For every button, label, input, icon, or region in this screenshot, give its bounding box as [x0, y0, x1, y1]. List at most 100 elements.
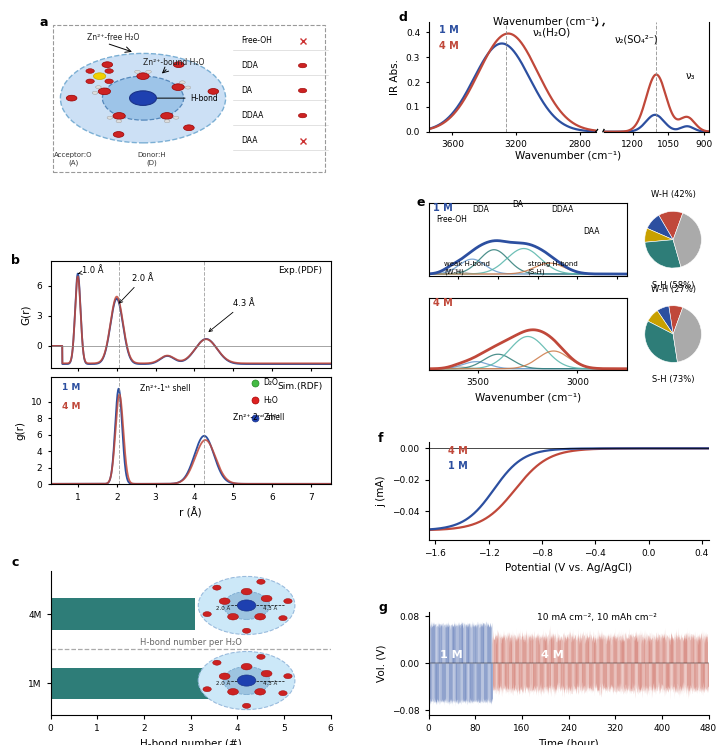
Circle shape — [86, 79, 94, 83]
Text: Free-OH: Free-OH — [437, 215, 467, 224]
Circle shape — [98, 88, 111, 95]
Circle shape — [299, 63, 307, 68]
Circle shape — [114, 132, 124, 137]
Wedge shape — [657, 306, 673, 334]
Text: 4 M: 4 M — [61, 402, 80, 411]
Circle shape — [93, 92, 98, 95]
Y-axis label: Vol. (V): Vol. (V) — [377, 644, 386, 682]
Wedge shape — [645, 240, 681, 268]
Y-axis label: g(r): g(r) — [15, 421, 25, 440]
Wedge shape — [659, 212, 683, 240]
Text: 4 M: 4 M — [541, 650, 563, 660]
Circle shape — [299, 88, 307, 93]
Bar — [51, 668, 270, 700]
Circle shape — [61, 54, 226, 143]
Circle shape — [86, 69, 94, 73]
Circle shape — [107, 116, 113, 119]
Text: g: g — [378, 601, 387, 614]
Circle shape — [102, 62, 113, 68]
Text: 1.0 Å: 1.0 Å — [79, 266, 103, 275]
Circle shape — [172, 83, 184, 90]
Text: Exp.(PDF): Exp.(PDF) — [278, 266, 322, 275]
Circle shape — [95, 86, 101, 89]
Text: S-H (73%): S-H (73%) — [652, 375, 694, 384]
Circle shape — [179, 81, 185, 84]
FancyBboxPatch shape — [634, 288, 714, 380]
Text: DDA: DDA — [472, 205, 489, 214]
Wedge shape — [673, 213, 701, 267]
FancyBboxPatch shape — [634, 194, 714, 286]
Text: H-bond: H-bond — [147, 94, 218, 103]
Circle shape — [164, 120, 170, 123]
X-axis label: Wavenumber (cm⁻¹): Wavenumber (cm⁻¹) — [475, 393, 581, 402]
Wedge shape — [647, 215, 673, 240]
Text: weak H-bond
(W-H): weak H-bond (W-H) — [445, 261, 490, 275]
Text: Zn²⁺-1ˢᵗ shell: Zn²⁺-1ˢᵗ shell — [140, 384, 191, 393]
Text: DDAA: DDAA — [552, 205, 574, 214]
Text: 1 M: 1 M — [439, 25, 458, 35]
Text: H₂O: H₂O — [263, 396, 278, 405]
Circle shape — [174, 116, 179, 119]
Text: 4 M: 4 M — [432, 299, 453, 308]
Text: Sim.(RDF): Sim.(RDF) — [277, 382, 322, 391]
Text: DA: DA — [512, 200, 523, 209]
Circle shape — [105, 69, 114, 73]
Text: c: c — [12, 557, 19, 569]
Wedge shape — [645, 229, 673, 242]
Text: Zn²⁺-free H₂O: Zn²⁺-free H₂O — [87, 33, 140, 42]
Text: 4 M: 4 M — [448, 446, 468, 456]
Text: DAA: DAA — [583, 227, 600, 236]
Text: Acceptor:O
(A): Acceptor:O (A) — [54, 152, 93, 165]
Circle shape — [184, 125, 194, 130]
Text: 1 M: 1 M — [432, 203, 453, 212]
Text: d: d — [398, 11, 407, 25]
X-axis label: Time (hour): Time (hour) — [538, 739, 599, 745]
Text: DDAA: DDAA — [241, 111, 263, 120]
Text: strong H-bond
(S-H): strong H-bond (S-H) — [528, 261, 578, 275]
Text: b: b — [12, 254, 20, 267]
Text: Zn²⁺-2ⁿᵈ shell: Zn²⁺-2ⁿᵈ shell — [233, 413, 284, 422]
Text: 4 M: 4 M — [439, 40, 458, 51]
Bar — [51, 598, 195, 630]
Text: 4.3 Å: 4.3 Å — [209, 299, 255, 332]
Text: Zn²⁺: Zn²⁺ — [263, 413, 281, 422]
Wedge shape — [669, 305, 683, 334]
Y-axis label: G(r): G(r) — [21, 304, 31, 325]
Text: e: e — [416, 196, 425, 209]
Text: 1 M: 1 M — [440, 650, 463, 660]
Text: ν₃: ν₃ — [685, 72, 695, 81]
Circle shape — [105, 79, 114, 83]
Text: ν₁(H₂O): ν₁(H₂O) — [532, 28, 570, 37]
Text: f: f — [378, 432, 384, 446]
Text: W-H (42%): W-H (42%) — [651, 190, 696, 199]
Text: Free-OH: Free-OH — [241, 36, 272, 45]
Circle shape — [146, 70, 151, 73]
Circle shape — [116, 120, 121, 123]
Text: 1 M: 1 M — [61, 383, 80, 392]
Text: ν₂(SO₄²⁻): ν₂(SO₄²⁻) — [615, 34, 658, 44]
Text: 10 mA cm⁻², 10 mAh cm⁻²: 10 mA cm⁻², 10 mAh cm⁻² — [536, 613, 656, 622]
Circle shape — [93, 73, 106, 80]
X-axis label: H-bond number (#): H-bond number (#) — [140, 739, 241, 745]
Circle shape — [113, 112, 125, 119]
Text: 1 M: 1 M — [448, 461, 468, 472]
Circle shape — [299, 113, 307, 118]
Circle shape — [185, 86, 191, 89]
Text: 2.0 Å: 2.0 Å — [119, 273, 154, 303]
Text: H-bond number per H₂O: H-bond number per H₂O — [140, 638, 241, 647]
Wedge shape — [648, 311, 673, 334]
X-axis label: Potential (V vs. Ag/AgCl): Potential (V vs. Ag/AgCl) — [505, 563, 632, 574]
Circle shape — [208, 89, 218, 95]
Text: W-H (27%): W-H (27%) — [651, 285, 696, 294]
Circle shape — [174, 62, 184, 68]
Y-axis label: IR Abs.: IR Abs. — [390, 59, 401, 95]
Text: D₂O: D₂O — [263, 378, 278, 387]
Text: DDA: DDA — [241, 61, 258, 70]
Text: DAA: DAA — [241, 136, 257, 145]
Text: Donor:H
(D): Donor:H (D) — [137, 152, 166, 165]
X-axis label: r (Å): r (Å) — [179, 507, 202, 519]
Y-axis label: j (mA): j (mA) — [377, 475, 387, 507]
Circle shape — [67, 95, 77, 101]
Text: Zn²⁺-bound H₂O: Zn²⁺-bound H₂O — [143, 58, 205, 67]
Circle shape — [134, 70, 140, 73]
